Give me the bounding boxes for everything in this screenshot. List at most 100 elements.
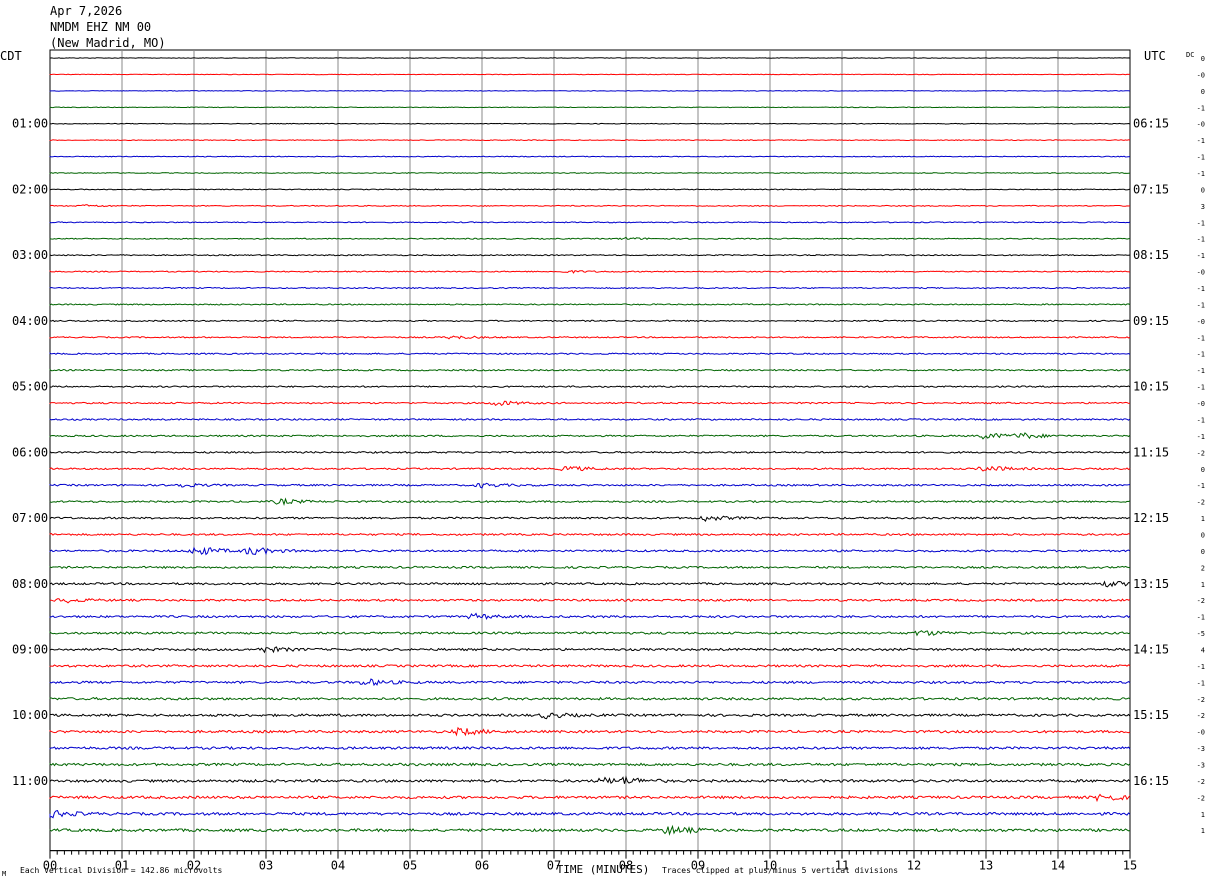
dc-offset-label: -1 [1197,663,1205,671]
dc-offset-label: -1 [1197,679,1205,687]
dc-offset-label: 0 [1201,88,1205,96]
dc-offset-label: 1 [1201,811,1205,819]
left-hour-label: 01:00 [12,117,48,131]
header-date: Apr 7,2026 [50,4,123,18]
dc-offset-label: -1 [1197,416,1205,424]
left-hour-label: 02:00 [12,182,48,196]
dc-offset-label: -1 [1197,384,1205,392]
x-tick-label-09: 09 [691,859,705,873]
minute-gridlines [49,49,1131,852]
trace-13 [49,254,1131,257]
trace-34 [50,597,1131,604]
trace-26 [49,465,1131,472]
dc-offset-label: -1 [1197,137,1205,145]
trace-32 [49,565,1131,570]
dc-offset-label: -1 [1197,614,1205,622]
trace-18 [49,335,1131,340]
trace-19 [49,352,1131,356]
dc-offset-label: -2 [1197,499,1205,507]
x-tick-label-11: 11 [835,859,849,873]
dc-offset-label: -2 [1197,696,1205,704]
trace-9 [49,188,1131,191]
trace-43 [49,745,1131,751]
dc-offset-label: 0 [1201,55,1205,63]
dc-offset-label: 0 [1201,186,1205,194]
trace-25 [49,450,1131,454]
dc-offset-label: 0 [1201,531,1205,539]
dc-offset-label: -5 [1197,630,1205,638]
trace-5 [49,122,1131,125]
left-hour-label: 06:00 [12,445,48,459]
division-note: Each Vertical Division = 142.86 microvol… [20,866,223,875]
dc-offset-label: -1 [1197,236,1205,244]
dc-offset-label: -1 [1197,285,1205,293]
trace-12 [49,236,1131,241]
trace-37 [49,646,1131,654]
right-hour-label: 15:15 [1133,708,1169,722]
dc-label: DC [1186,51,1194,59]
trace-38 [49,664,1131,668]
dc-offset-label: -1 [1197,301,1205,309]
right-hour-label: 08:15 [1133,248,1169,262]
trace-42 [49,726,1131,737]
x-tick-label-03: 03 [259,859,273,873]
trace-48 [49,824,1131,836]
trace-44 [49,762,1131,767]
right-hour-label: 13:15 [1133,577,1169,591]
x-tick-label-07: 07 [547,859,561,873]
right-timezone: UTC [1144,49,1166,63]
trace-10 [49,204,1131,208]
dc-offset-label: -0 [1197,729,1205,737]
clip-note: Traces clipped at plus/minus 5 vertical … [662,866,899,875]
header-station: NMDM EHZ NM 00 [50,20,152,34]
dc-offset-label: -1 [1197,170,1205,178]
x-tick-label-01: 01 [115,859,129,873]
trace-21 [49,385,1131,388]
dc-offset-label: -2 [1197,778,1205,786]
dc-offset-label: -0 [1197,269,1205,277]
dc-offset-label: 0 [1201,548,1205,556]
x-tick-label-02: 02 [187,859,201,873]
trace-40 [49,696,1131,701]
trace-7 [49,155,1131,158]
x-tick-label-08: 08 [619,859,633,873]
trace-30 [49,532,1131,537]
trace-33 [49,580,1131,588]
trace-14 [49,269,1131,274]
x-tick-label-12: 12 [907,859,921,873]
x-tick-label-13: 13 [979,859,993,873]
trace-16 [49,303,1131,306]
dc-offset-label: -1 [1197,154,1205,162]
dc-offset-label: -1 [1197,219,1205,227]
trace-4 [49,106,1131,109]
dc-offset-label: 4 [1201,646,1205,654]
time-axis: 00 01 02 03 04 05 06 07 08 09 10 11 12 13 14 15 TIME (MI… [43,850,1137,876]
x-tick-label-10: 10 [763,859,777,873]
dc-offset-label: -1 [1197,433,1205,441]
right-hour-label: 14:15 [1133,642,1169,656]
trace-3 [49,90,1131,92]
left-hour-label: 09:00 [12,642,48,656]
dc-offset-label: -2 [1197,597,1205,605]
x-tick-label-05: 05 [403,859,417,873]
x-tick-label-14: 14 [1051,859,1065,873]
dc-offset-label: -0 [1197,400,1205,408]
trace-36 [49,630,1131,637]
dc-offset-label: 0 [1201,466,1205,474]
trace-27 [49,482,1131,489]
right-hour-label: 11:15 [1133,445,1169,459]
axis-labels: CDT UTC DC 01:00 02:00 03:00 04:00 05:00 06:00 07… [0,49,1205,835]
dc-offset-label: -1 [1197,367,1205,375]
x-axis-title: TIME (MINUTES) [557,863,650,876]
x-tick-label-00: 00 [43,859,57,873]
trace-46 [49,793,1131,803]
dc-offset-label: -1 [1197,252,1205,260]
trace-11 [49,221,1131,224]
left-hour-label: 10:00 [12,708,48,722]
trace-28 [49,497,1131,506]
trace-20 [49,368,1131,372]
right-hour-label: 12:15 [1133,511,1169,525]
trace-39 [49,678,1131,687]
header-location: (New Madrid, MO) [50,36,166,50]
left-hour-label: 07:00 [12,511,48,525]
